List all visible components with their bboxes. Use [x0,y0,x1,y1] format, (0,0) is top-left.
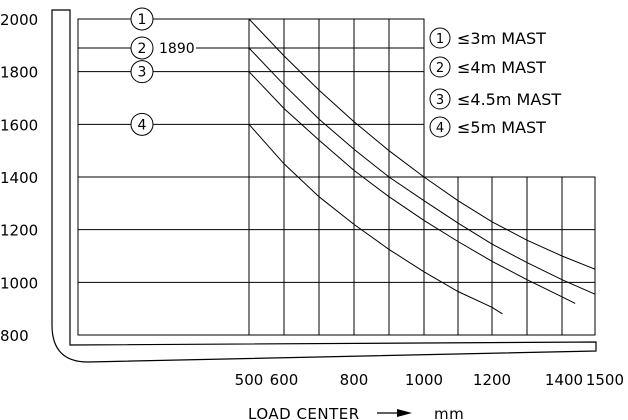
series-2-line [248,47,596,295]
fork-outline [51,9,597,363]
y-tick-label: 1200 [0,222,38,240]
x-tick-label: 1400 [545,371,583,389]
legend-marker-3 [429,88,451,110]
x-tick-label: 1200 [473,371,511,389]
legend-item-label: ≤3m MAST [457,29,546,48]
legend-marker-label: 2 [436,61,444,76]
y-tick-label: 800 [0,327,29,345]
legend-marker-label: 3 [436,93,444,108]
legend: 1 ≤3m MAST 2 ≤4m MAST 3 ≤4.5m MAST 4 ≤5m MAST [429,27,561,138]
x-axis-arrow [377,409,412,417]
series-1-marker-label: 1 [138,12,147,28]
series-1-marker [130,7,154,31]
legend-marker-2 [429,56,451,78]
series-4-marker [130,112,154,136]
series-1-line [248,18,596,270]
legend-marker-4 [429,116,451,138]
series-3-marker [130,60,154,84]
legend-item-label: ≤5m MAST [457,118,546,137]
x-tick-label: 1000 [405,371,443,389]
legend-marker-label: 1 [436,32,444,47]
y-tick-label: 1400 [0,169,38,187]
annotation-1890: 1890 [159,41,195,57]
series-2-marker-label: 2 [138,41,147,57]
legend-item-label: ≤4m MAST [457,58,546,77]
legend-item-label: ≤4.5m MAST [457,90,561,109]
x-tick-labels: 500 600 800 1000 1200 1400 1500 [235,371,624,389]
curves [248,18,596,315]
y-tick-label: 1600 [0,116,38,134]
legend-marker-1 [429,27,451,49]
series-4-marker-label: 4 [138,117,147,133]
callouts: 1 2 3 4 1890 [78,7,249,136]
y-tick-labels: 2000 1800 1600 1400 1200 1000 800 [0,11,38,345]
y-tick-label: 1000 [0,274,38,292]
y-tick-label: 2000 [0,11,38,29]
y-tick-label: 1800 [0,64,38,82]
legend-marker-label: 4 [436,121,444,136]
series-4-line [248,123,503,315]
series-3-marker-label: 3 [138,65,147,81]
x-tick-label: 500 [235,371,264,389]
x-tick-label: 1500 [586,371,624,389]
x-axis-label: LOAD CENTER [248,405,360,420]
plot-frame-extension [424,176,596,336]
x-tick-label: 600 [270,371,299,389]
series-2-marker [130,36,154,60]
x-tick-label: 800 [340,371,369,389]
x-axis-unit: mm [434,405,464,420]
series-3-line [248,71,576,304]
